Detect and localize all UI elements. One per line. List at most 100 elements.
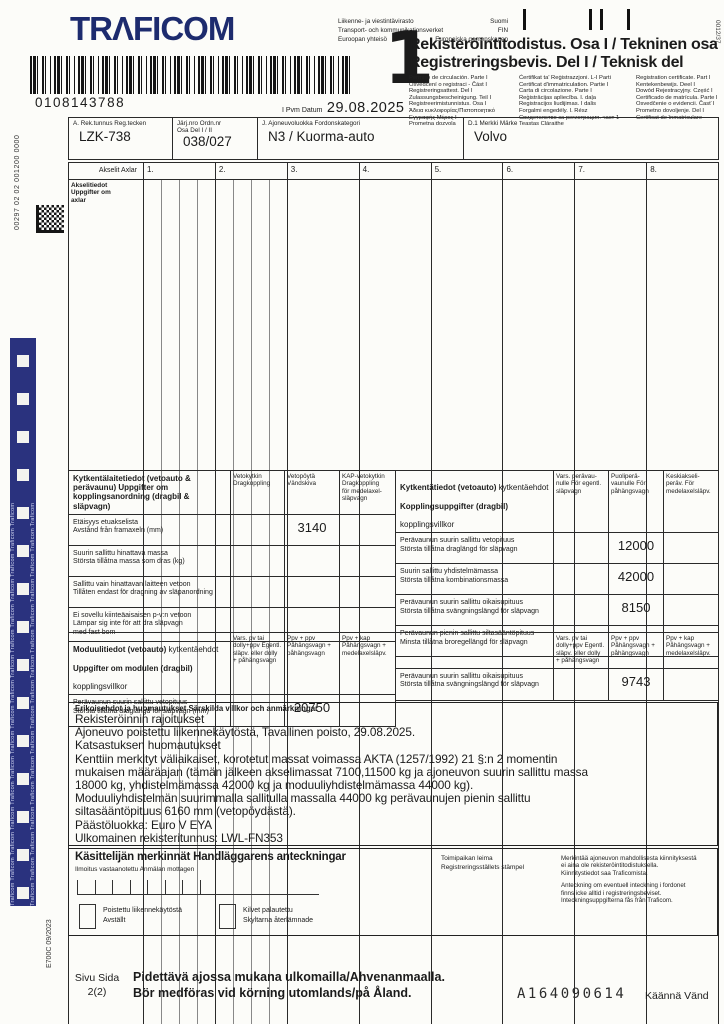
remarks-box: Erikoisehdot ja huomautukset Särskilda v… [68, 702, 718, 846]
handler-title: Käsittelijän merkinnät Handläggarens ant… [75, 851, 346, 863]
date-entry-boxes[interactable] [77, 876, 319, 895]
coupling-value-cell [553, 532, 609, 565]
axle-col-header: 5. [430, 162, 504, 180]
agency-fi: Liikenne- ja viestintävirasto [338, 18, 414, 25]
axle-col-header: 3. [286, 162, 360, 180]
remarks-line: Rekisteröinnin rajoitukset [75, 712, 205, 726]
coupling-row-label: Etäisyys etuakselista Avstånd från frama… [68, 513, 231, 546]
coupling-device-table: Kytkentälaitetiedot (vetoauto & perävaun… [68, 470, 396, 643]
coupling-value-cell [284, 575, 340, 608]
turn-over-label: Käännä Vänd [645, 990, 709, 1002]
coupling-value-cell [230, 575, 285, 608]
coupling-value-cell: 3140 [284, 513, 340, 546]
remarks-line: 18000 kg, yhdistelmämassa 42000 kg ja mo… [75, 778, 474, 793]
make-value: Volvo [474, 129, 508, 144]
module-title: Moduulitiedot (vetoauto) kytkentäehdot U… [68, 631, 231, 696]
alignment-mark [600, 9, 603, 30]
barcode-number: 0108143788 [35, 95, 126, 110]
date-field: I Pvm Datum 29.08.2025 [282, 99, 404, 117]
coupling-value-cell [339, 575, 396, 608]
agency-name-block: Liikenne- ja viestintävirasto Suomi Trans… [338, 17, 508, 44]
alignment-mark [589, 9, 592, 30]
coupling-value-cell [663, 563, 719, 596]
axle-corner-label: Akselit Axlar [68, 162, 144, 180]
title-fi: Rekisteröintitodistus. Osa I / Tekninen … [409, 36, 718, 53]
coupling-row-label: Suurin sallittu hinattava massa Största … [68, 544, 231, 577]
remarks-line: Katsastuksen huomautukset [75, 738, 221, 753]
plates-returned-checkbox[interactable] [219, 904, 236, 929]
module-col-header: Ppv + kap Påhängsvagn + medelaxelsläpv. [339, 631, 396, 696]
module-table-left: Moduulitiedot (vetoauto) kytkentäehdot U… [68, 631, 396, 728]
mortgage-note-fi: Merkintää ajoneuvon mahdollisesta kiinni… [561, 855, 697, 877]
strip-text: Traficom Traficom Traficom Traficom Traf… [30, 502, 36, 906]
coupling-data-title: Kytkentätiedot (vetoauto) kytkentäehdot … [395, 469, 554, 534]
page-number-label: Sivu Sida [74, 972, 120, 984]
module-value-cell [230, 694, 285, 728]
coupling-value-cell [339, 544, 396, 577]
module-value-cell: 9743 [608, 668, 664, 701]
alignment-mark [523, 9, 526, 30]
coupling-col-header: Keskiakseli- peräv. För medelaxelsläpv. [663, 469, 719, 534]
make-cell: D.1 Merkki Märke Volvo [463, 117, 719, 160]
axle-col-header: 7. [574, 162, 648, 180]
form-code: E700C 09/2023 [46, 919, 53, 968]
traficom-security-strip: Traficom Traficom Traficom Traficom Traf… [10, 338, 36, 906]
module-value-cell [663, 668, 719, 701]
eu-sv: Europeiska gemenskapen [435, 36, 508, 43]
decommissioned-checkbox[interactable] [79, 904, 96, 929]
vehicle-class-value: N3 / Kuorma-auto [268, 129, 375, 144]
coupling-value-cell [663, 594, 719, 627]
remarks-line: Ulkomainen rekisteritunnus: LWL-FN353 [75, 830, 283, 845]
handler-notes-box: Käsittelijän merkinnät Handläggarens ant… [68, 848, 718, 936]
module-value-cell: 20750 [284, 694, 340, 728]
coupling-value-cell [230, 513, 285, 546]
reg-number-label: A. Rek.tunnus Reg.tecken [73, 120, 147, 127]
document-title: Rekisteröintitodistus. Osa I / Tekninen … [409, 36, 718, 71]
carry-notice: Pidettävä ajossa mukana ulkomailla/Ahven… [133, 969, 445, 1001]
order-number-cell: Järj.nro Ordn.nr Osa Del I / II 038/027 [172, 117, 258, 160]
vehicle-class-label: J. Ajoneuvoluokka Fordonskategori [262, 120, 361, 127]
strip-text: Traficom Traficom Traficom Traficom Traf… [10, 502, 16, 906]
title-sv-bold: Kopplingsuppgifter (dragbil) [400, 501, 508, 511]
vehicle-class-cell: J. Ajoneuvoluokka Fordonskategori N3 / K… [257, 117, 464, 160]
coupling-value-cell [553, 594, 609, 627]
axle-col-header: 1. [143, 162, 216, 180]
coupling-value-cell: 8150 [608, 594, 664, 627]
empty-cell [395, 632, 554, 669]
order-number-value: 038/027 [183, 134, 232, 149]
coupling-value-cell [284, 544, 340, 577]
reg-number-cell: A. Rek.tunnus Reg.tecken LZK-738 [68, 117, 173, 160]
country-code: FIN [497, 27, 508, 34]
carry-notice-fi: Pidettävä ajossa mukana ulkomailla/Ahven… [133, 970, 445, 984]
margin-code-right: 0012/37 [714, 20, 721, 44]
coupling-value-cell: 12000 [608, 532, 664, 565]
order-number-label: Järj.nro Ordn.nr Osa Del I / II [177, 120, 222, 134]
title-fi-normal: kytkentäehdot [166, 645, 219, 655]
traficom-logo: TRΛFICOM [70, 10, 235, 47]
coupling-data-table: Kytkentätiedot (vetoauto) kytkentäehdot … [395, 469, 719, 658]
country-fi: Suomi [490, 18, 508, 25]
date-value: 29.08.2025 [326, 100, 405, 116]
title-sv: Registreringsbevis. Del I / Teknisk del [409, 53, 684, 71]
identification-table: A. Rek.tunnus Reg.tecken LZK-738 Järj.nr… [68, 117, 719, 160]
coupling-col-header: Vetokytkin Dragkoppling [230, 470, 285, 515]
title-sv-bold: Uppgifter om modulen (dragbil) [73, 663, 193, 673]
module-col-header: Ppv + ppv Påhängsvagn + påhängsvagn [284, 631, 340, 696]
date-label: I Pvm Datum [282, 107, 323, 114]
notice-received-label: Ilmoitus vastaanotettu Anmälan mottagen [75, 866, 195, 873]
coupling-col-header: Puoliperä- vaunulle För påhängsvagn [608, 469, 664, 534]
agency-sv: Transport- och kommunikationsverket [338, 27, 444, 34]
remarks-line: Ajoneuvo poistettu liikennekäytöstä, Tav… [75, 725, 416, 740]
coupling-value-cell [339, 513, 396, 546]
coupling-col-header: Vetopöytä Vändskiva [284, 470, 340, 515]
perforation-dashes [17, 342, 29, 902]
reg-number-value: LZK-738 [79, 129, 131, 144]
coupling-device-title: Kytkentälaitetiedot (vetoauto & perävaun… [68, 470, 231, 515]
plates-returned-checkbox-label: Kilvet palautettu Skyltarna återlämnade [243, 907, 314, 924]
coupling-col-header: KAP-vetokytkin Dragkoppling för medelaxe… [339, 470, 396, 515]
module-value-cell [339, 694, 396, 728]
remarks-line: mukaisen määräajan (tämän jälkeen akseli… [75, 764, 588, 779]
axle-col-header: 2. [214, 162, 288, 180]
coupling-row-label: Perävaunun suurin sallittu oikaisupituus… [395, 594, 554, 627]
